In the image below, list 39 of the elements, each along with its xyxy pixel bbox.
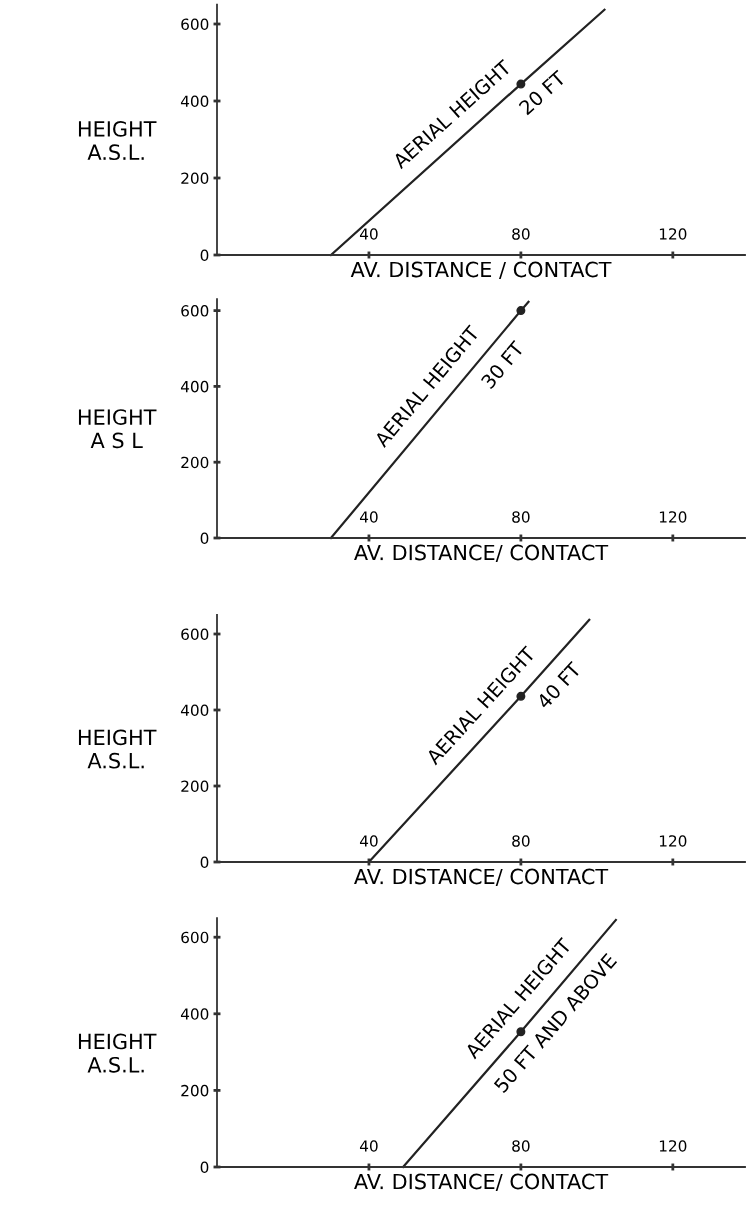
annotation: 40 FT bbox=[535, 660, 583, 710]
y-tick-label: 200 bbox=[181, 1084, 209, 1097]
x-tick-label: 40 bbox=[359, 1140, 378, 1152]
y-axis-title: HEIGHT A.S.L. bbox=[78, 729, 157, 769]
y-tick-label: 0 bbox=[200, 856, 209, 869]
x-axis-title: AV. DISTANCE/ CONTACT bbox=[354, 1173, 609, 1192]
x-tick-label: 40 bbox=[359, 228, 378, 240]
y-tick-label: 600 bbox=[181, 931, 209, 944]
x-tick-label: 80 bbox=[512, 1140, 530, 1152]
y-tick-label: 400 bbox=[180, 380, 209, 393]
y-tick-label: 400 bbox=[180, 1008, 209, 1020]
y-tick-label: 0 bbox=[200, 532, 209, 545]
x-axis-title: AV. DISTANCE/ CONTACT bbox=[354, 868, 609, 887]
y-tick-label: 400 bbox=[180, 95, 209, 108]
y-tick-label: 400 bbox=[180, 704, 209, 717]
y-axis-title: HEIGHT A S L bbox=[78, 409, 157, 449]
x-tick-label: 120 bbox=[659, 835, 687, 847]
x-axis-title: AV. DISTANCE / CONTACT bbox=[350, 261, 612, 280]
y-tick-label: 600 bbox=[181, 305, 209, 317]
x-tick-label: 120 bbox=[659, 511, 687, 523]
x-tick-label: 80 bbox=[512, 511, 530, 523]
y-tick-label: 600 bbox=[181, 18, 209, 31]
x-tick-label: 120 bbox=[659, 228, 687, 240]
annotation: 30 FT bbox=[480, 339, 526, 390]
x-tick-label: 80 bbox=[512, 228, 530, 240]
x-tick-label: 40 bbox=[359, 835, 378, 847]
x-tick-label: 80 bbox=[512, 835, 530, 847]
y-tick-label: 0 bbox=[200, 1161, 209, 1174]
x-tick-label: 120 bbox=[659, 1140, 687, 1152]
x-tick-label: 40 bbox=[359, 511, 378, 523]
y-tick-label: 600 bbox=[181, 628, 209, 641]
y-axis-title: HEIGHT A.S.L. bbox=[78, 1033, 157, 1073]
y-tick-label: 200 bbox=[181, 780, 209, 793]
x-axis-title: AV. DISTANCE/ CONTACT bbox=[354, 544, 609, 563]
y-tick-label: 200 bbox=[181, 456, 209, 469]
y-axis-title: HEIGHT A.S.L. bbox=[78, 121, 157, 161]
annotation: 20 FT bbox=[518, 69, 567, 116]
y-tick-label: 200 bbox=[181, 172, 209, 185]
y-tick-label: 0 bbox=[200, 249, 209, 262]
